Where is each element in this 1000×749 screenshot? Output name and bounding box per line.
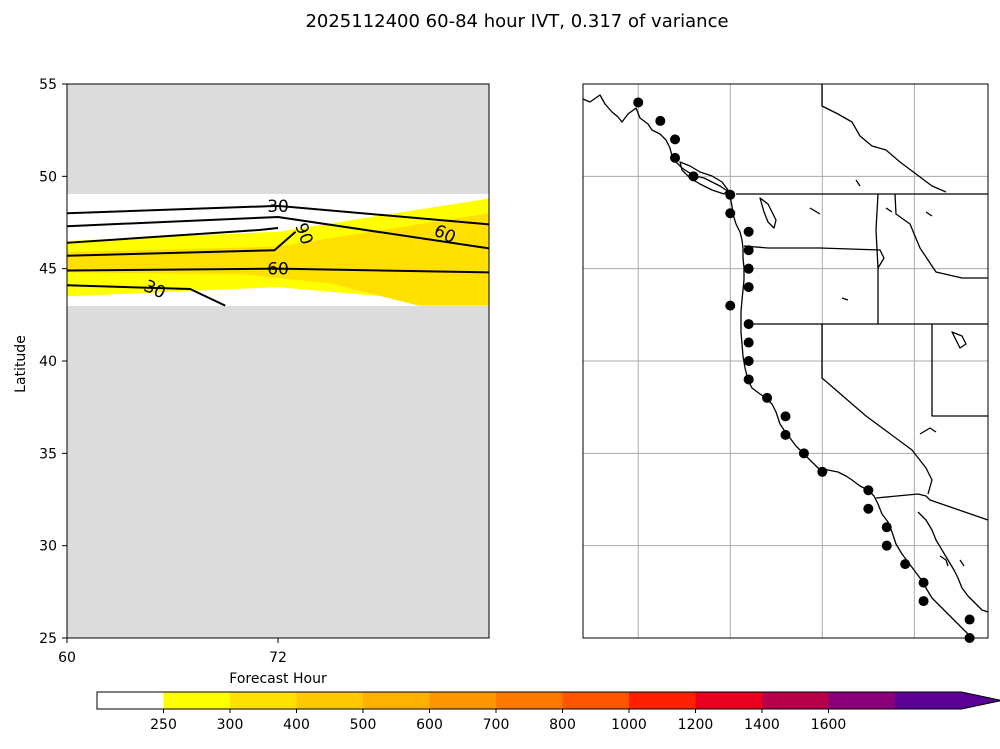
map-point <box>688 171 699 182</box>
ivt-fill-1 <box>67 213 489 306</box>
map-point <box>780 429 791 440</box>
hovmoller-missing-background <box>67 84 489 638</box>
map-point <box>780 411 791 422</box>
map-panel <box>582 83 989 643</box>
map-point <box>725 300 736 311</box>
colorbar-tick-label: 250 <box>150 717 177 733</box>
colorbar-cell <box>629 692 696 709</box>
map-point <box>633 97 644 108</box>
colorbar: 250 300 400 500 600 700 800 1000 1200 1400 1600 <box>96 691 1000 733</box>
map-point <box>881 522 892 533</box>
colorbar-tick-label: 600 <box>416 717 443 733</box>
colorbar-outline <box>96 691 1000 710</box>
contour-line-4 <box>66 267 490 274</box>
map-point <box>743 374 754 385</box>
colorbar-tick-label: 400 <box>283 717 310 733</box>
y-tick-label: 35 <box>39 446 57 462</box>
colorbar-cell <box>762 692 829 709</box>
y-tick-label: 45 <box>39 262 57 278</box>
x-tick-label: 72 <box>269 650 287 666</box>
y-tick-label: 50 <box>39 169 57 185</box>
gulf-coastline <box>917 511 989 613</box>
map-point <box>725 189 736 200</box>
y-tick-label: 25 <box>39 631 57 647</box>
y-tick-label: 40 <box>39 354 57 370</box>
baja-islands <box>939 555 949 567</box>
contour-label: 30 <box>267 197 289 217</box>
colorbar-cell <box>895 692 1000 709</box>
y-tick-label: 55 <box>39 77 57 93</box>
map-point <box>863 503 874 514</box>
x-axis-label: Forecast Hour <box>229 671 327 687</box>
puget-sound <box>759 197 777 229</box>
contour-line-5 <box>66 284 226 307</box>
map-point <box>743 282 754 293</box>
x-tick-label: 60 <box>58 650 76 666</box>
map-point <box>881 540 892 551</box>
map-point <box>743 356 754 366</box>
lake-4 <box>925 211 933 217</box>
contour-line-3 <box>66 230 297 257</box>
colorbar-cell <box>695 692 763 709</box>
colorbar-cell <box>230 692 297 709</box>
lake-1 <box>809 207 821 215</box>
border-ca-nv <box>821 324 933 495</box>
map-point <box>743 226 754 237</box>
map-point <box>863 485 874 496</box>
map-point <box>655 115 666 126</box>
y-tick-label: 30 <box>39 539 57 555</box>
colorbar-tick-label: 500 <box>350 717 377 733</box>
colorbar-cell <box>429 692 497 709</box>
map-frame <box>582 83 989 639</box>
colorbar-tick-label: 1000 <box>611 717 647 733</box>
contour-line-0 <box>66 204 490 226</box>
map-point <box>817 466 828 477</box>
colorbar-tick-label: 1400 <box>744 717 780 733</box>
map-point <box>725 208 736 219</box>
border-montana <box>894 193 988 279</box>
map-point <box>670 134 681 145</box>
colorbar-cell <box>363 692 430 709</box>
contour-label: 60 <box>267 260 289 280</box>
colorbar-tick-label: 1600 <box>811 717 847 733</box>
border-nv-east <box>931 324 988 417</box>
colorbar-tick-label: 800 <box>549 717 576 733</box>
y-axis-label: Latitude <box>13 335 29 393</box>
lake-2 <box>855 179 861 187</box>
colorbar-tick-label: 300 <box>217 717 244 733</box>
map-point <box>743 337 754 348</box>
lake-3 <box>885 207 893 213</box>
baja-islands-2 <box>959 559 965 567</box>
great-salt-lake <box>951 331 967 349</box>
colorbar-cell <box>828 692 896 709</box>
contour-line-2 <box>66 227 279 244</box>
map-point <box>900 559 911 570</box>
map-point <box>964 614 975 625</box>
lake-5 <box>841 297 849 301</box>
map-point <box>743 263 754 274</box>
colorbar-cell <box>496 692 563 709</box>
border-idaho <box>875 193 879 269</box>
map-point <box>743 245 754 256</box>
colorbar-cell <box>163 692 231 709</box>
colorbar-cell <box>296 692 364 709</box>
figure-title: 2025112400 60-84 hour IVT, 0.317 of vari… <box>305 11 728 32</box>
map-point <box>762 392 773 403</box>
colorbar-tick-label: 700 <box>483 717 510 733</box>
salton-lake <box>919 427 937 435</box>
map-point <box>918 596 929 607</box>
border-canada-north <box>821 84 947 193</box>
map-point <box>918 577 929 588</box>
colorbar-cell <box>562 692 630 709</box>
colorbar-cell <box>97 692 164 709</box>
border-us-mexico <box>875 493 989 521</box>
map-point <box>798 448 809 459</box>
colorbar-tick-label: 1200 <box>678 717 714 733</box>
contour-line-1 <box>66 215 490 250</box>
map-point <box>670 152 681 163</box>
map-point <box>743 319 754 330</box>
